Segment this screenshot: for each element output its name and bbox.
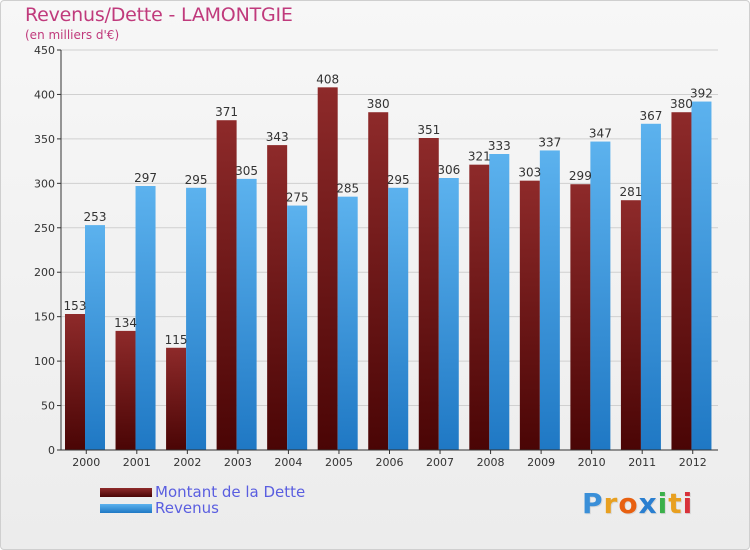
bar-dette <box>418 138 439 450</box>
logo-letter: x <box>638 487 658 520</box>
x-tick-label: 2007 <box>426 456 454 469</box>
data-label: 408 <box>316 72 339 86</box>
x-tick-label: 2011 <box>628 456 656 469</box>
y-tick-label: 200 <box>34 266 55 279</box>
axes: 0 50 100 150 200 250 300 350 400 450 2000 2001 2002 2… <box>34 44 718 469</box>
bar-dette <box>671 112 692 450</box>
bar-dette <box>570 184 591 450</box>
chart-subtitle: (en milliers d'€) <box>25 28 120 42</box>
x-tick-label: 2009 <box>527 456 555 469</box>
legend-swatch-revenus <box>100 504 152 513</box>
bar-revenus <box>590 141 611 451</box>
data-label: 285 <box>336 182 359 196</box>
data-label: 299 <box>569 169 592 183</box>
proxiti-logo: Proxiti <box>582 487 693 520</box>
y-tick-label: 0 <box>48 444 55 457</box>
y-tick-label: 100 <box>34 355 55 368</box>
logo-letter: i <box>682 487 694 520</box>
bar-revenus <box>186 187 207 450</box>
data-label: 351 <box>417 123 440 137</box>
data-label: 347 <box>589 127 612 141</box>
data-label: 115 <box>165 333 188 347</box>
logo-letter: r <box>603 487 619 520</box>
logo-letter: o <box>618 487 639 520</box>
bar-revenus <box>337 196 358 450</box>
data-label: 295 <box>185 173 208 187</box>
bar-dette <box>166 347 187 450</box>
logo-letter: P <box>582 487 604 520</box>
x-tick-label: 2001 <box>123 456 151 469</box>
legend-label-revenus: Revenus <box>155 499 219 517</box>
y-tick-label: 350 <box>34 133 55 146</box>
data-label: 337 <box>538 135 561 149</box>
y-tick-label: 250 <box>34 222 55 235</box>
x-tick-label: 2005 <box>325 456 353 469</box>
data-label: 303 <box>518 166 541 180</box>
bar-revenus <box>691 101 712 451</box>
bar-dette <box>65 314 85 450</box>
logo-letter: t <box>668 487 683 520</box>
x-tick-label: 2002 <box>173 456 201 469</box>
x-tick-label: 2006 <box>376 456 404 469</box>
data-label: 134 <box>114 316 137 330</box>
bar-revenus <box>539 150 560 450</box>
bar-dette <box>469 164 490 450</box>
x-tick-label: 2008 <box>477 456 505 469</box>
logo-letter: i <box>657 487 669 520</box>
bar-revenus <box>438 178 459 450</box>
y-tick-label: 150 <box>34 311 55 324</box>
data-label: 295 <box>387 173 410 187</box>
legend-swatch-dette <box>100 488 152 497</box>
x-tick-label: 2012 <box>679 456 707 469</box>
data-label: 392 <box>690 87 713 101</box>
data-label: 305 <box>235 164 258 178</box>
bars <box>65 87 712 451</box>
bar-dette <box>267 145 288 450</box>
bar-dette <box>115 330 136 450</box>
data-label: 367 <box>639 109 662 123</box>
bar-dette <box>519 180 540 450</box>
y-tick-label: 450 <box>34 44 55 57</box>
chart-title: Revenus/Dette - LAMONTGIE <box>25 4 293 26</box>
data-label: 253 <box>84 210 107 224</box>
bar-revenus <box>489 154 510 450</box>
data-label: 371 <box>215 105 238 119</box>
data-label: 281 <box>619 185 642 199</box>
y-tick-label: 50 <box>41 400 55 413</box>
bar-dette <box>368 112 389 450</box>
y-tick-label: 300 <box>34 177 55 190</box>
x-tick-label: 2010 <box>578 456 606 469</box>
x-tick-label: 2003 <box>224 456 252 469</box>
bar-dette <box>620 200 641 450</box>
data-label: 380 <box>367 97 390 111</box>
data-label: 153 <box>64 299 87 313</box>
data-label: 275 <box>286 191 309 205</box>
bar-dette <box>216 120 237 450</box>
bar-revenus <box>388 187 409 450</box>
bar-revenus <box>135 186 156 450</box>
bar-revenus <box>287 205 308 450</box>
y-tick-label: 400 <box>34 88 55 101</box>
bar-revenus <box>236 178 257 450</box>
data-labels: 153 253 134 297 115 295 371 305 343 275 408 285 380 2… <box>64 72 713 346</box>
data-label: 321 <box>468 150 491 164</box>
data-label: 297 <box>134 171 157 185</box>
data-label: 333 <box>488 139 511 153</box>
data-label: 343 <box>266 130 289 144</box>
bar-dette <box>317 87 338 450</box>
data-label: 380 <box>670 97 693 111</box>
data-label: 306 <box>437 163 460 177</box>
legend-label-dette: Montant de la Dette <box>155 483 306 501</box>
x-tick-label: 2000 <box>72 456 100 469</box>
bar-revenus <box>640 123 661 451</box>
x-tick-label: 2004 <box>274 456 302 469</box>
bar-revenus <box>85 225 105 450</box>
